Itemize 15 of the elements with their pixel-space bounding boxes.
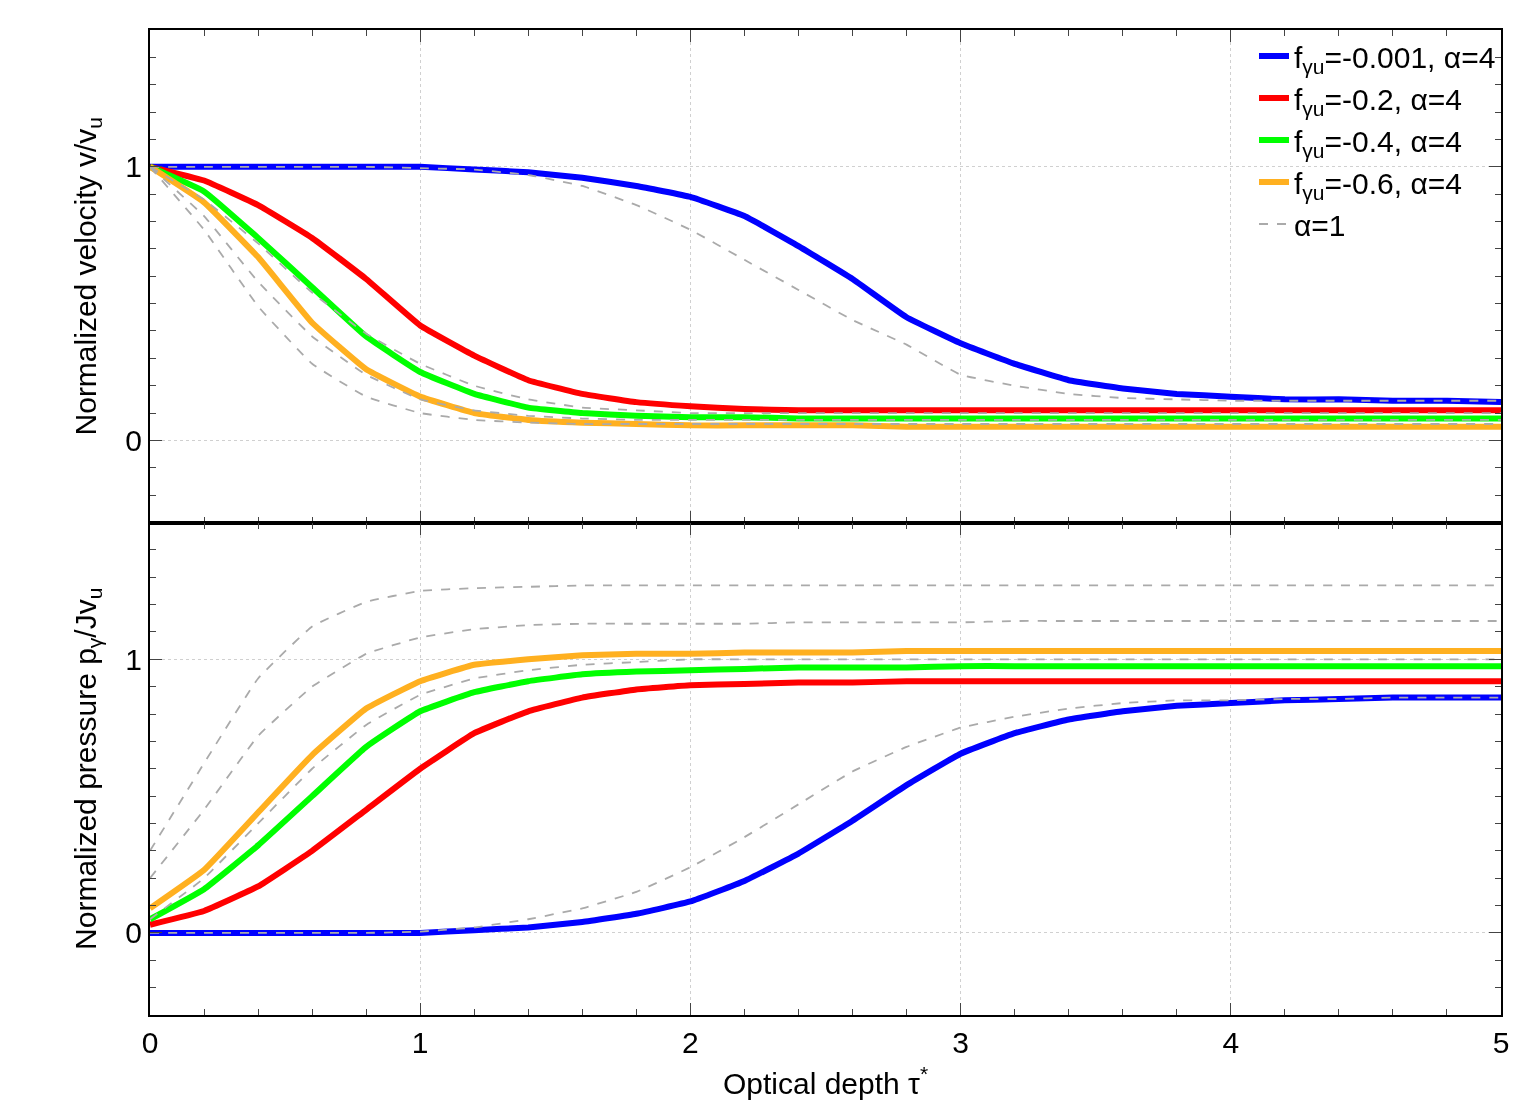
legend-label: f$_{γu}$=-0.001, α=4 xyxy=(1294,40,1496,78)
y-tick-label: 1 xyxy=(125,642,142,676)
x-tick-label: 1 xyxy=(411,1026,429,1059)
legend-label: f$_{γu}$=-0.2, α=4 xyxy=(1294,82,1462,120)
x-tick-label: 3 xyxy=(952,1026,969,1059)
y-tick-label: 0 xyxy=(125,423,142,457)
x-tick-label: 2 xyxy=(682,1026,699,1059)
x-tick-label: 4 xyxy=(1222,1026,1240,1059)
x-axis-title: Optical depth τ$^{*}$ xyxy=(722,1062,929,1100)
legend-label: f$_{γu}$=-0.4, α=4 xyxy=(1294,124,1462,162)
y-tick-label: 1 xyxy=(125,150,142,184)
y-tick-label: 0 xyxy=(125,916,142,950)
x-tick-label: 5 xyxy=(1492,1026,1510,1059)
legend-label: α=1 xyxy=(1294,208,1346,242)
legend-label: f$_{γu}$=-0.6, α=4 xyxy=(1294,166,1462,204)
